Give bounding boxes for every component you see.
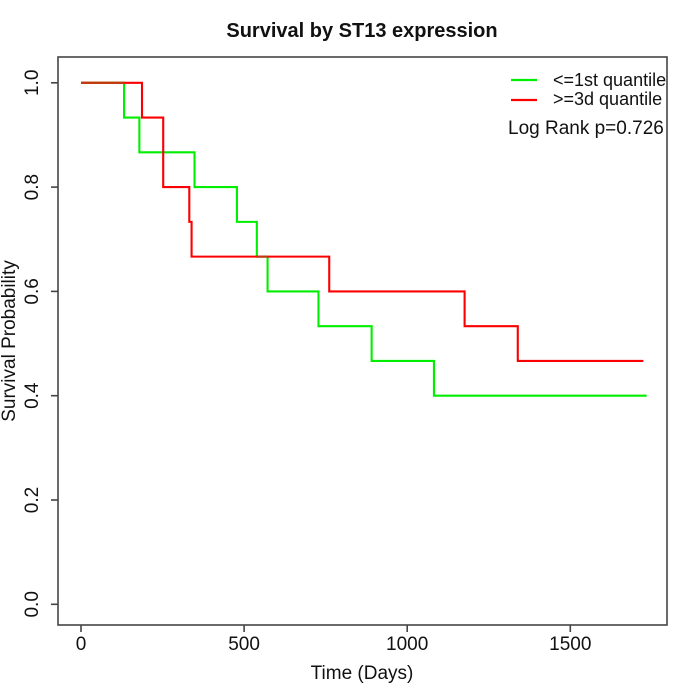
legend: <=1st quantile >=3d quantile Log Rank p=… [508,70,666,139]
x-tick-label: 500 [228,634,260,655]
x-axis-label: Time (Days) [311,663,414,684]
legend-label-1st-quantile: <=1st quantile [553,70,666,90]
survival-curve-low-expression [81,81,647,397]
legend-label-3d-quantile: >=3d quantile [553,89,662,109]
y-tick-label: 0.0 [22,591,43,617]
survival-curve-high-expression [81,81,644,362]
x-axis: 0 500 1000 1500 [76,625,591,655]
plot-title: Survival by ST13 expression [226,20,497,42]
x-tick-label: 1000 [386,634,428,655]
y-tick-label: 0.2 [22,487,43,513]
x-tick-label: 1500 [549,634,591,655]
y-tick-label: 0.4 [22,382,43,409]
y-tick-label: 0.8 [22,174,43,200]
x-tick-label: 0 [76,634,87,655]
y-tick-label: 1.0 [22,70,43,96]
y-axis-label: Survival Probability [0,260,20,422]
y-tick-label: 0.6 [22,278,43,304]
logrank-pvalue: Log Rank p=0.726 [508,118,664,139]
survival-curves [81,81,647,397]
y-axis: 0.0 0.2 0.4 0.6 0.8 1.0 [22,70,58,618]
plot-box [57,56,668,626]
